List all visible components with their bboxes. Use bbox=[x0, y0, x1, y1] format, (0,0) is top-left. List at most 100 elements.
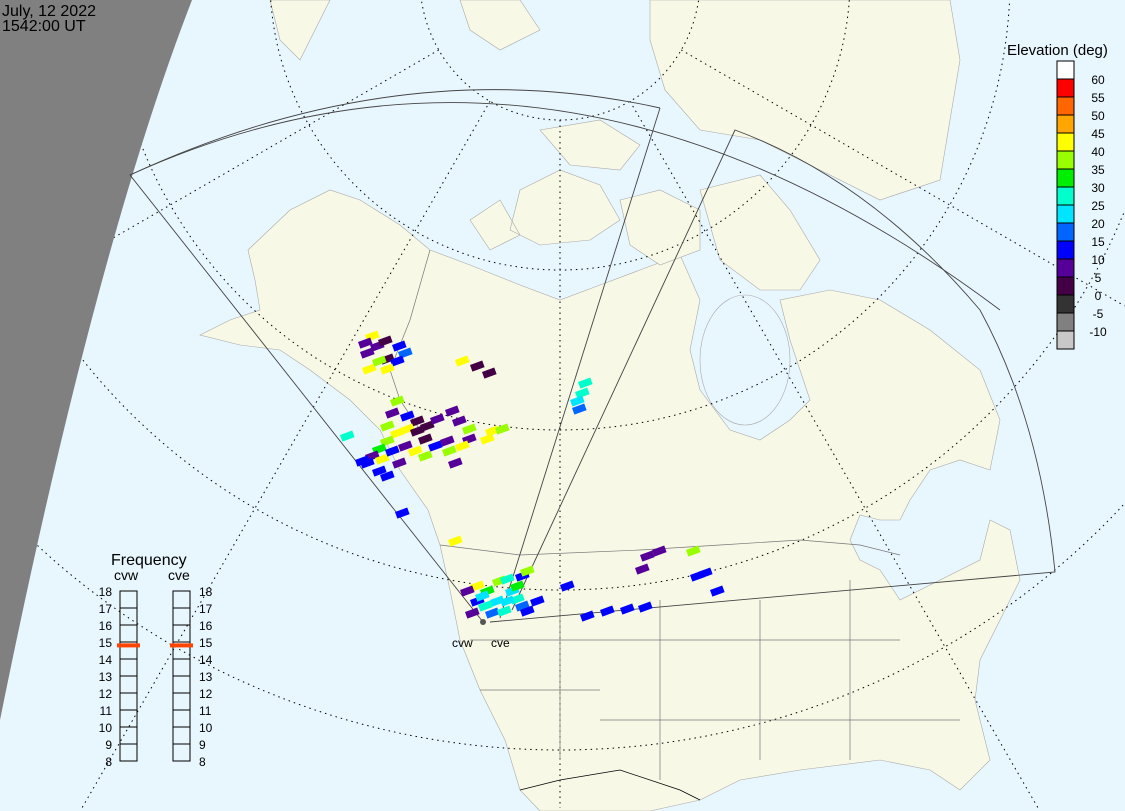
scatter-cell bbox=[355, 455, 370, 467]
scatter-cell bbox=[619, 603, 635, 615]
frequency-marker-cve bbox=[170, 643, 193, 648]
arctic-islands bbox=[459, 0, 701, 266]
scatter-cell bbox=[500, 573, 515, 585]
night-terminator bbox=[0, 0, 192, 720]
scatter-cell bbox=[509, 580, 525, 592]
frequency-tick-label: 14 bbox=[99, 653, 113, 667]
legend-swatch bbox=[1056, 222, 1075, 242]
scatter-cell bbox=[400, 410, 415, 422]
scatter-cells bbox=[339, 330, 725, 622]
time-label: 1542:00 UT bbox=[2, 18, 86, 35]
legend-tick-label: 50 bbox=[1091, 109, 1105, 123]
scatter-cell bbox=[637, 601, 653, 613]
greenland bbox=[649, 0, 961, 201]
frequency-tick-label: 11 bbox=[100, 704, 113, 718]
frequency-panel: Frequency cvw cve 18 17 16 15 14 13 12 11 10 9 8 18… bbox=[99, 552, 213, 769]
frequency-tick-label: 12 bbox=[99, 687, 113, 701]
legend-tick-label: 40 bbox=[1091, 145, 1105, 159]
frequency-tick-label: 16 bbox=[199, 619, 213, 633]
scatter-cell bbox=[392, 457, 407, 469]
frequency-tick-label: 9 bbox=[105, 738, 112, 752]
scatter-cell bbox=[379, 470, 395, 482]
legend-swatch bbox=[1056, 114, 1075, 134]
beam-line bbox=[129, 89, 661, 176]
latitude-circle bbox=[0, 213, 1125, 591]
siberia bbox=[269, 0, 331, 61]
scatter-cell bbox=[427, 440, 443, 452]
scatter-cell bbox=[407, 445, 423, 457]
scatter-cell bbox=[372, 355, 387, 367]
frequency-tick-label: 8 bbox=[199, 755, 206, 769]
scatter-cell bbox=[442, 445, 457, 457]
scatter-cell bbox=[469, 580, 485, 592]
legend-tick-label: 25 bbox=[1091, 199, 1105, 213]
legend-swatch bbox=[1056, 60, 1075, 80]
scatter-cell bbox=[469, 360, 485, 372]
scatter-cell bbox=[496, 605, 512, 617]
legend-tick-label: 20 bbox=[1091, 217, 1105, 231]
scatter-cell bbox=[651, 545, 667, 557]
scatter-cell bbox=[417, 433, 433, 445]
legend-tick-label: 45 bbox=[1091, 127, 1105, 141]
scatter-cell bbox=[362, 363, 377, 375]
scatter-cell bbox=[465, 607, 480, 619]
north-america bbox=[199, 189, 1021, 811]
legend-swatch bbox=[1056, 276, 1075, 296]
radar-fields-of-view bbox=[129, 89, 1056, 623]
meridian-line bbox=[81, 100, 491, 809]
baffin-island bbox=[699, 174, 821, 291]
land-masses bbox=[199, 0, 1021, 811]
scatter-cell bbox=[365, 450, 380, 462]
legend-tick-label: 30 bbox=[1091, 181, 1105, 195]
scatter-cell bbox=[378, 335, 393, 347]
frequency-tick-label: 18 bbox=[99, 585, 113, 599]
legend-swatch bbox=[1056, 150, 1075, 170]
radar-label-cve: cve bbox=[491, 636, 510, 650]
legend-swatch bbox=[1056, 258, 1075, 278]
scatter-cell bbox=[445, 405, 460, 417]
frequency-tick-label: 15 bbox=[199, 636, 213, 650]
meridian-line bbox=[629, 100, 1039, 809]
scatter-cell bbox=[529, 595, 545, 607]
scatter-cell bbox=[579, 610, 595, 622]
scatter-cell bbox=[686, 545, 701, 557]
frequency-tick-label: 8 bbox=[105, 755, 112, 769]
scatter-cell bbox=[399, 423, 415, 435]
frequency-label-cvw: cvw bbox=[114, 567, 139, 583]
scatter-cell bbox=[600, 605, 615, 617]
legend-tick-label: 5 bbox=[1095, 271, 1102, 285]
legend-swatch bbox=[1056, 330, 1075, 350]
scatter-cell bbox=[358, 337, 373, 349]
frequency-tick-label: 17 bbox=[199, 602, 213, 616]
frequency-tick-label: 10 bbox=[199, 721, 213, 735]
latitude-circle bbox=[1, 504, 1124, 751]
frequency-tick-label: 14 bbox=[199, 653, 213, 667]
scatter-cell bbox=[578, 377, 593, 389]
legend-swatch bbox=[1056, 240, 1075, 260]
scatter-cell bbox=[397, 440, 413, 452]
scatter-cell bbox=[520, 565, 535, 577]
scatter-cell bbox=[380, 363, 395, 375]
scatter-cell bbox=[385, 445, 400, 457]
frequency-tick-label: 17 bbox=[99, 602, 113, 616]
scatter-cell bbox=[360, 347, 375, 359]
legend-swatch bbox=[1056, 96, 1075, 116]
legend-tick-label: 55 bbox=[1091, 91, 1105, 105]
scatter-cell bbox=[560, 580, 575, 592]
scatter-cell bbox=[571, 403, 587, 415]
scatter-cell bbox=[439, 435, 455, 447]
scatter-cell bbox=[514, 600, 530, 612]
legend-tick-label: 10 bbox=[1091, 253, 1105, 267]
legend-tick-label: 0 bbox=[1095, 289, 1102, 303]
scatter-cell bbox=[384, 407, 400, 419]
frequency-label-cve: cve bbox=[168, 567, 190, 583]
scatter-cell bbox=[575, 387, 590, 399]
scatter-cell bbox=[481, 367, 497, 379]
scatter-cell bbox=[448, 457, 463, 469]
scatter-cell bbox=[372, 465, 387, 477]
hudson-bay bbox=[699, 294, 791, 426]
radar-site-icon bbox=[480, 619, 486, 625]
frequency-tick-label: 16 bbox=[99, 619, 113, 633]
scatter-cell bbox=[392, 340, 407, 352]
